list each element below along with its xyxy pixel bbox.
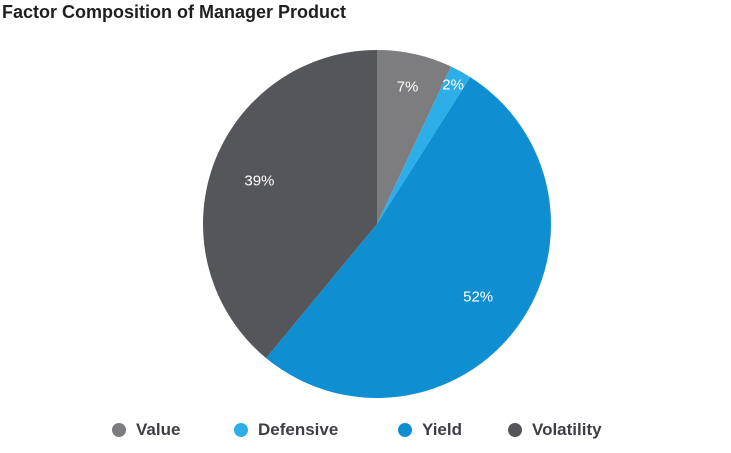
- legend-item-defensive: Defensive: [234, 420, 338, 440]
- legend-label-value: Value: [136, 420, 181, 439]
- legend-label-yield: Yield: [422, 420, 462, 439]
- legend-label-defensive: Defensive: [258, 420, 339, 439]
- legend-swatch-volatility: [508, 423, 522, 437]
- pie-label-value: 7%: [397, 78, 419, 95]
- legend: Value Defensive Yield Volatility: [0, 420, 731, 446]
- chart-title: Factor Composition of Manager Product: [2, 2, 347, 22]
- legend-item-yield: Yield: [398, 420, 462, 440]
- legend-swatch-yield: [398, 423, 412, 437]
- pie-label-volatility: 39%: [244, 173, 274, 190]
- pie-label-defensive: 2%: [442, 77, 464, 94]
- legend-swatch-defensive: [234, 423, 248, 437]
- legend-swatch-value: [112, 423, 126, 437]
- legend-label-volatility: Volatility: [532, 420, 602, 439]
- legend-item-volatility: Volatility: [508, 420, 602, 440]
- pie-slice-yield: [266, 77, 551, 398]
- pie-slice-value: [377, 50, 452, 224]
- pie-slice-defensive: [377, 66, 471, 224]
- pie-label-yield: 52%: [463, 288, 493, 305]
- legend-item-value: Value: [112, 420, 180, 440]
- pie-chart: 7% 2% 52% 39%: [203, 50, 551, 398]
- pie-slice-volatility: [203, 50, 377, 359]
